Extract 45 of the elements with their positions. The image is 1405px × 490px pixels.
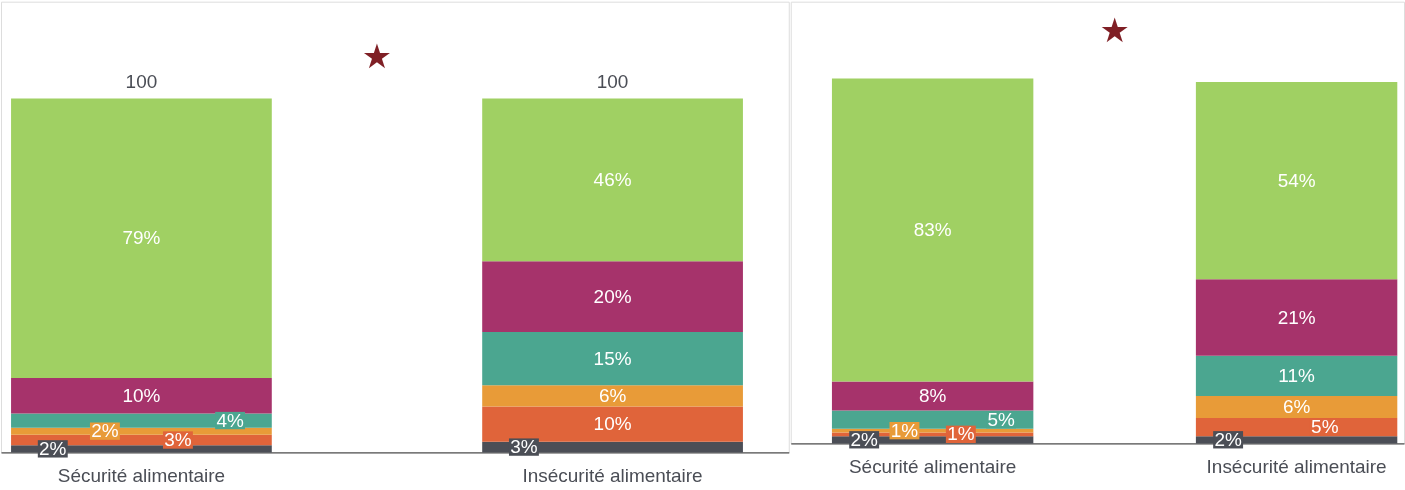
data-label: 21%: [1277, 306, 1316, 328]
data-label: 46%: [593, 168, 632, 190]
bar: [482, 261, 743, 333]
data-label: 8%: [918, 384, 947, 406]
data-label: 2%: [39, 437, 67, 459]
x-tick-label: Sécurité alimentaire: [848, 455, 1017, 477]
data-label: 10%: [593, 413, 632, 435]
bar: [482, 385, 743, 407]
bar: [1195, 279, 1398, 356]
bar: [482, 406, 743, 442]
data-label: 1%: [890, 419, 919, 441]
data-label: 2%: [1214, 428, 1242, 450]
bar: [482, 332, 743, 386]
data-label: 11%: [1278, 364, 1315, 386]
data-label: 15%: [593, 347, 632, 369]
data-label: 6%: [598, 384, 627, 406]
data-label: 3%: [510, 436, 538, 458]
bar: [11, 98, 272, 379]
data-label: 2%: [91, 420, 119, 442]
text: ★: [361, 37, 393, 77]
bar: [1195, 395, 1398, 418]
x-tick-label: Insécurité alimentaire: [522, 464, 703, 486]
bar: [831, 78, 1034, 382]
data-label: 54%: [1277, 169, 1316, 191]
total-label: 100: [125, 71, 158, 93]
data-label: 20%: [593, 285, 632, 307]
bar: [1195, 82, 1398, 280]
data-label: 83%: [913, 218, 952, 240]
data-label: 4%: [216, 409, 244, 431]
bar: [831, 381, 1034, 411]
data-label: 1%: [947, 423, 975, 445]
data-label: 6%: [1282, 395, 1311, 417]
bar: [482, 98, 743, 262]
data-label: 2%: [850, 428, 879, 450]
data-label: 3%: [164, 429, 192, 450]
data-label: 5%: [1311, 415, 1339, 437]
data-label: 10%: [122, 384, 161, 406]
text: ★: [1099, 10, 1130, 50]
data-label: 5%: [987, 408, 1015, 430]
bar: [1195, 355, 1398, 396]
x-tick-label: Sécurité alimentaire: [57, 464, 226, 486]
bar: [11, 378, 272, 414]
data-label: 79%: [122, 227, 161, 249]
x-tick-label: Insécurité alimentaire: [1206, 455, 1387, 477]
total-label: 100: [596, 71, 629, 93]
